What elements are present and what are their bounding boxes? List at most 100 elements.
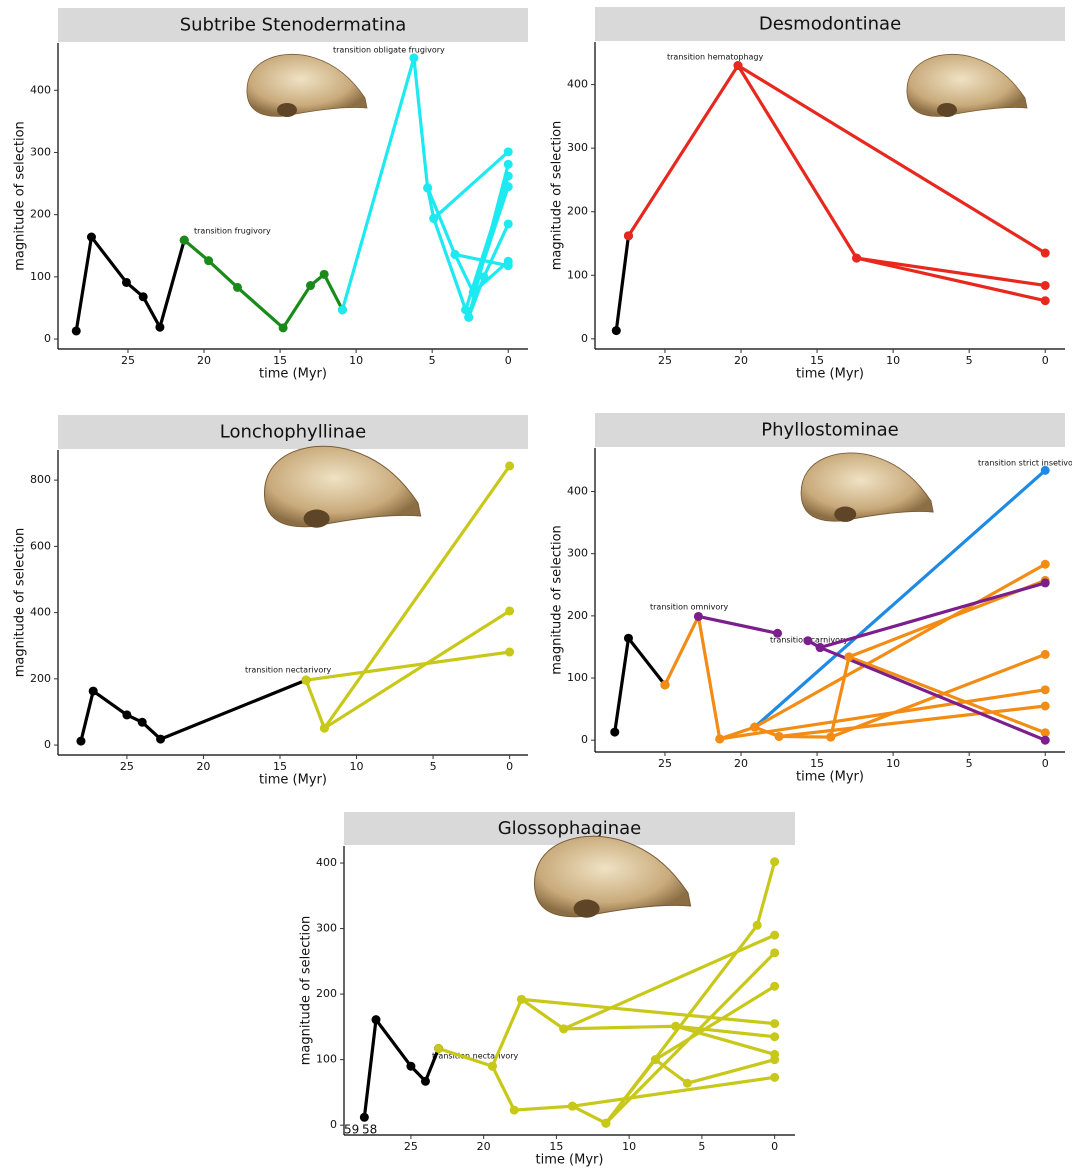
skull-shape — [265, 446, 421, 527]
node-point — [510, 1106, 519, 1115]
figure: Subtribe Stenodermatina01002003004002520… — [0, 0, 1072, 1169]
x-tick-label: 25 — [658, 757, 672, 770]
node-point — [338, 305, 347, 314]
skull-illustration — [801, 453, 933, 522]
node-point — [671, 1022, 680, 1031]
node-point — [568, 1102, 577, 1111]
branch-line — [606, 986, 775, 1123]
node-point — [469, 288, 478, 297]
annotation: transition nectarivory — [245, 666, 332, 675]
x-tick-label: 0 — [1042, 354, 1049, 367]
node-point — [770, 982, 779, 991]
x-axis-label: time (Myr) — [796, 770, 864, 785]
node-point — [360, 1113, 369, 1122]
x-tick-label: 5 — [966, 757, 973, 770]
x-tick-label: 0 — [771, 1140, 778, 1153]
branch-line — [342, 58, 508, 310]
node-point — [750, 723, 759, 732]
node-point — [770, 1055, 779, 1064]
branch-line — [615, 638, 665, 732]
node-point — [156, 735, 165, 744]
node-point — [753, 921, 762, 930]
x-tick-label: 10 — [886, 757, 900, 770]
node-point — [1041, 560, 1050, 569]
node-point — [122, 278, 131, 287]
node-point — [733, 61, 742, 70]
node-point — [683, 1079, 692, 1088]
skull-orbit — [937, 103, 957, 117]
x-tick-label: 5 — [430, 760, 437, 773]
skull-orbit — [834, 507, 856, 522]
x-tick-label: 5 — [966, 354, 973, 367]
skull-illustration — [247, 54, 367, 117]
node-point — [302, 676, 311, 685]
x-tick-label: 0 — [1042, 757, 1049, 770]
skull-orbit — [277, 103, 297, 117]
node-point — [505, 606, 514, 615]
node-point — [320, 270, 329, 279]
node-point — [122, 710, 131, 719]
skull-shape — [801, 453, 933, 521]
node-point — [504, 219, 513, 228]
y-axis-label: magnitude of selection — [550, 121, 565, 271]
y-tick-label: 200 — [567, 205, 588, 218]
node-point — [770, 931, 779, 940]
node-point — [306, 281, 315, 290]
branch-line — [81, 680, 306, 741]
node-point — [89, 687, 98, 696]
node-point — [488, 1062, 497, 1071]
node-point — [601, 1119, 610, 1128]
panel-title: Desmodontinae — [759, 14, 901, 35]
node-point — [450, 250, 459, 259]
y-tick-label: 400 — [567, 485, 588, 498]
annotation: transition omnivory — [650, 603, 729, 612]
node-point — [803, 636, 812, 645]
x-tick-label: 20 — [734, 757, 748, 770]
node-point — [87, 233, 96, 242]
node-point — [479, 272, 488, 281]
node-point — [770, 857, 779, 866]
skull-illustration — [265, 446, 421, 527]
node-point — [279, 323, 288, 332]
node-point — [1041, 296, 1050, 305]
node-point — [651, 1055, 660, 1064]
x-tick-label: 10 — [886, 354, 900, 367]
annotation: transition frugivory — [194, 227, 271, 236]
y-tick-label: 300 — [567, 547, 588, 560]
node-point — [138, 718, 147, 727]
x-tick-label: 20 — [196, 760, 210, 773]
node-point — [1041, 578, 1050, 587]
annotation: 58 — [362, 1123, 377, 1137]
node-point — [624, 634, 633, 643]
node-point — [517, 995, 526, 1004]
y-tick-label: 0 — [581, 332, 588, 345]
x-tick-label: 5 — [429, 354, 436, 367]
x-tick-label: 25 — [120, 760, 134, 773]
node-point — [372, 1015, 381, 1024]
node-point — [775, 732, 784, 741]
x-tick-label: 25 — [404, 1140, 418, 1153]
x-axis-label: time (Myr) — [796, 367, 864, 382]
x-tick-label: 10 — [350, 760, 364, 773]
y-tick-label: 100 — [567, 268, 588, 281]
x-tick-label: 25 — [121, 354, 135, 367]
panel-title: Lonchophyllinae — [220, 422, 366, 443]
node-point — [504, 172, 513, 181]
node-point — [233, 283, 242, 292]
node-point — [76, 737, 85, 746]
y-tick-label: 300 — [30, 145, 51, 158]
node-point — [1041, 281, 1050, 290]
y-tick-label: 400 — [316, 856, 337, 869]
node-point — [852, 254, 861, 263]
x-tick-label: 5 — [698, 1140, 705, 1153]
x-tick-label: 15 — [549, 1140, 563, 1153]
node-point — [409, 53, 418, 62]
panel-title: Glossophaginae — [498, 818, 642, 839]
panel-title: Subtribe Stenodermatina — [180, 15, 407, 36]
node-point — [826, 733, 835, 742]
annotation: transition obligate frugivory — [333, 46, 445, 55]
y-tick-label: 200 — [567, 609, 588, 622]
annotation: transition hematophagy — [667, 53, 764, 62]
y-tick-label: 300 — [567, 141, 588, 154]
node-point — [694, 612, 703, 621]
